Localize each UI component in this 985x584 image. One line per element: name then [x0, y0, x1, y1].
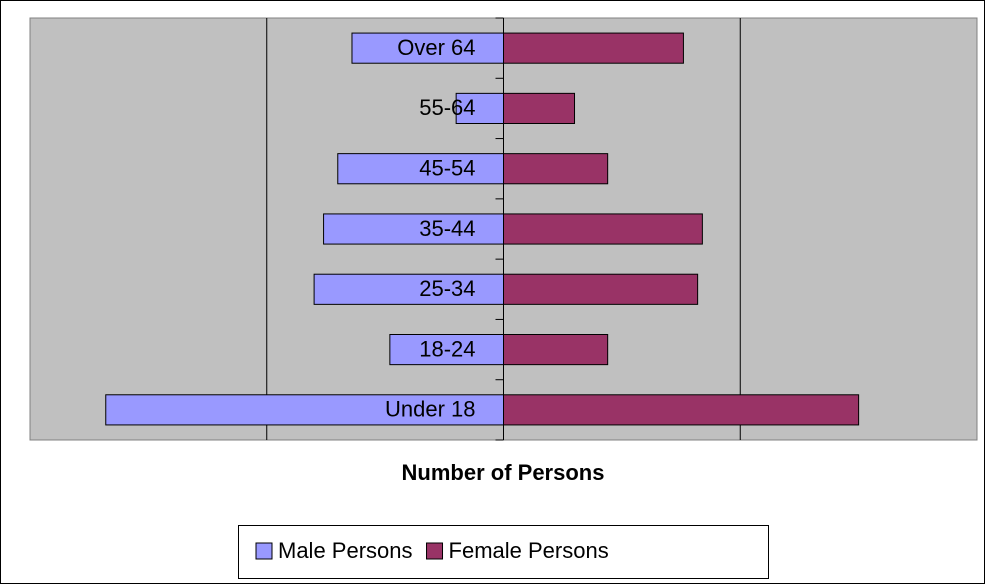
legend-label: Female Persons — [449, 538, 609, 563]
y-tick-label: Over 64 — [397, 35, 475, 60]
bar — [313, 273, 504, 305]
bar — [503, 213, 703, 245]
bar — [503, 32, 684, 64]
x-axis-title: Number of Persons — [402, 460, 605, 485]
y-tick-label: 18-24 — [419, 336, 475, 361]
bar — [337, 153, 504, 185]
y-tick-label: 25-34 — [419, 276, 475, 301]
y-tick-label: Under 18 — [385, 397, 476, 422]
legend-swatch — [255, 542, 273, 560]
legend-swatch — [426, 542, 444, 560]
y-tick-label: 55-64 — [419, 95, 475, 120]
bar — [503, 273, 699, 305]
legend-label: Male Persons — [278, 538, 413, 563]
y-tick-label: 45-54 — [419, 156, 475, 181]
legend-box — [238, 525, 769, 579]
bar — [503, 153, 609, 185]
bar — [455, 92, 504, 124]
bar — [503, 334, 609, 366]
y-tick-label: 35-44 — [419, 216, 475, 241]
bar — [323, 213, 504, 245]
bar — [503, 394, 860, 426]
bar — [503, 92, 576, 124]
bar — [389, 334, 504, 366]
